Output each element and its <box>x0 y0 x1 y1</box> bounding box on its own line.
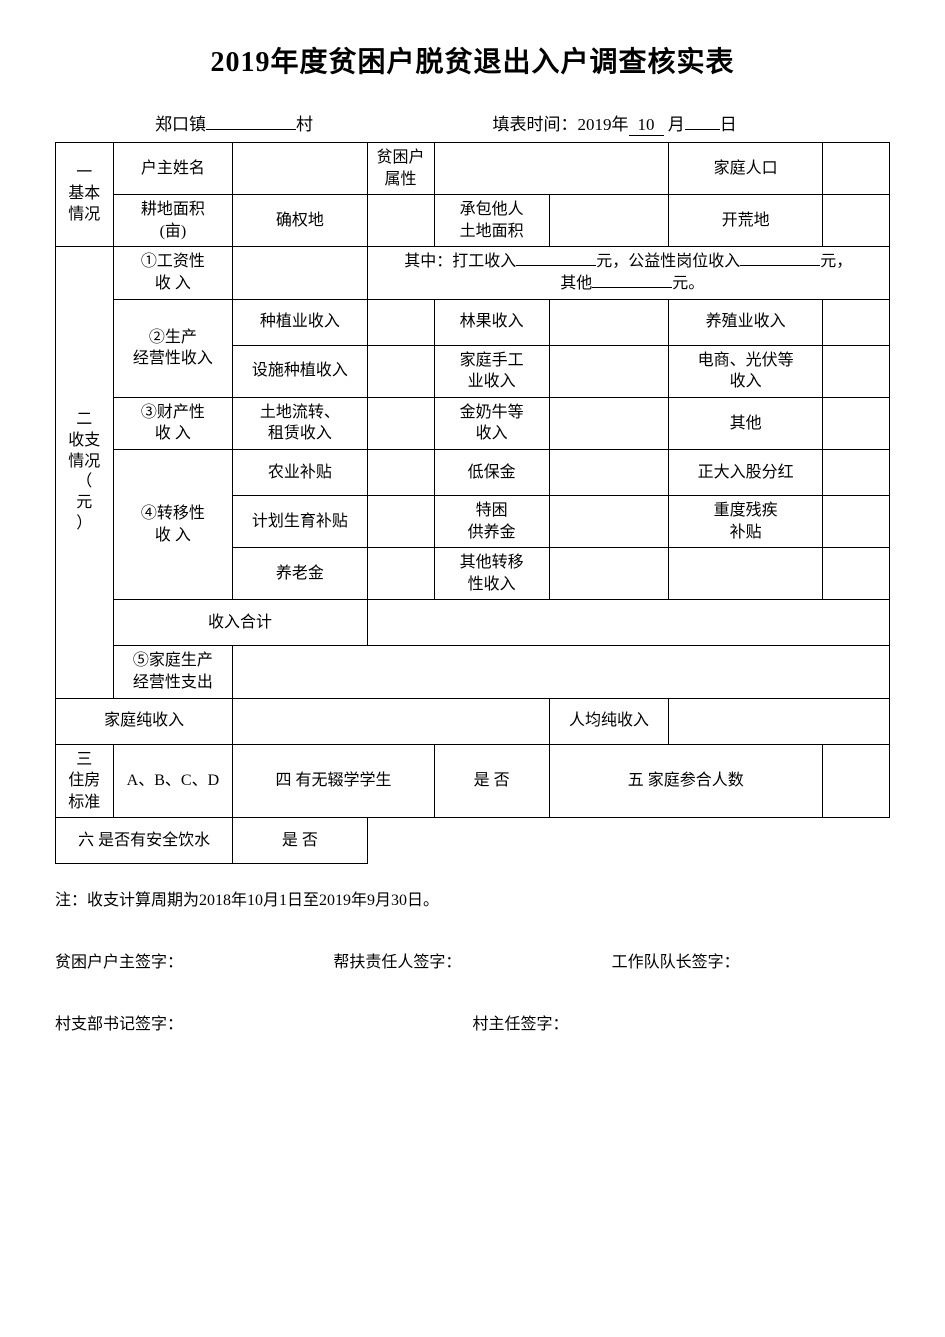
sig-secretary[interactable]: 村支部书记签字： <box>55 1010 333 1034</box>
net-income-label: 家庭纯收入 <box>56 698 233 744</box>
confirmed-land-label: 确权地 <box>233 195 367 247</box>
empty-tail <box>367 818 889 864</box>
prod-income-label: ②生产经营性收入 <box>113 299 233 397</box>
fam-pop-label: 家庭人口 <box>669 143 822 195</box>
transfer-blank-label <box>669 548 822 600</box>
property-income-label: ③财产性收 入 <box>113 397 233 449</box>
agri-subsidy-label: 农业补贴 <box>233 449 367 495</box>
land-rent-value[interactable] <box>367 397 434 449</box>
land-area-label: 耕地面积(亩) <box>113 195 233 247</box>
breeding-value[interactable] <box>822 299 889 345</box>
fruit-value[interactable] <box>549 299 669 345</box>
golden-cow-value[interactable] <box>549 397 669 449</box>
section-1-header: 一基本情况 <box>56 143 114 247</box>
handcraft-value[interactable] <box>549 345 669 397</box>
fill-time-label: 填表时间： <box>493 115 578 134</box>
wage-income-label: ①工资性收 入 <box>113 247 233 299</box>
dividend-value[interactable] <box>822 449 889 495</box>
pension-label: 养老金 <box>233 548 367 600</box>
section-3-header: 三住房标准 <box>56 744 114 818</box>
planting-value[interactable] <box>367 299 434 345</box>
note-text: 注：收支计算周期为2018年10月1日至2019年9月30日。 <box>55 886 890 910</box>
other-transfer-value[interactable] <box>549 548 669 600</box>
wage-income-value[interactable] <box>233 247 367 299</box>
income-total-label: 收入合计 <box>113 600 367 646</box>
prod-expense-label: ⑤家庭生产经营性支出 <box>113 646 233 698</box>
disability-label: 重度残疾补贴 <box>669 495 822 547</box>
family-plan-value[interactable] <box>367 495 434 547</box>
percap-value[interactable] <box>669 698 890 744</box>
transfer-blank-value[interactable] <box>822 548 889 600</box>
family-plan-label: 计划生育补贴 <box>233 495 367 547</box>
sig-helper[interactable]: 帮扶责任人签字： <box>333 948 611 972</box>
wasteland-label: 开荒地 <box>669 195 822 247</box>
disability-value[interactable] <box>822 495 889 547</box>
sig-household[interactable]: 贫困户户主签字： <box>55 948 333 972</box>
fruit-label: 林果收入 <box>434 299 549 345</box>
day-label: 日 <box>720 115 737 134</box>
town-label: 郑口镇 <box>155 115 206 134</box>
dropout-options[interactable]: 是 否 <box>434 744 549 818</box>
section-6-header: 六 是否有安全饮水 <box>56 818 233 864</box>
contracted-label: 承包他人土地面积 <box>434 195 549 247</box>
income-total-value[interactable] <box>367 600 889 646</box>
contracted-value[interactable] <box>549 195 669 247</box>
net-income-value[interactable] <box>233 698 549 744</box>
handcraft-label: 家庭手工业收入 <box>434 345 549 397</box>
section-5-header: 五 家庭参合人数 <box>549 744 822 818</box>
page-title: 2019年度贫困户脱贫退出入户调查核实表 <box>55 40 890 80</box>
dibao-label: 低保金 <box>434 449 549 495</box>
year-label: 2019年 <box>578 115 629 134</box>
head-name-value[interactable] <box>233 143 367 195</box>
survey-table: 一基本情况 户主姓名 贫困户属性 家庭人口 耕地面积(亩) 确权地 承包他人土地… <box>55 142 890 864</box>
agri-subsidy-value[interactable] <box>367 449 434 495</box>
tekun-value[interactable] <box>549 495 669 547</box>
confirmed-land-value[interactable] <box>367 195 434 247</box>
tekun-label: 特困供养金 <box>434 495 549 547</box>
other-transfer-label: 其他转移性收入 <box>434 548 549 600</box>
signature-row-1: 贫困户户主签字： 帮扶责任人签字： 工作队队长签字： <box>55 948 890 972</box>
water-options[interactable]: 是 否 <box>233 818 367 864</box>
prop-other-value[interactable] <box>822 397 889 449</box>
section-2-header: 二收支情况（元） <box>56 247 114 698</box>
facility-value[interactable] <box>367 345 434 397</box>
land-rent-label: 土地流转、租赁收入 <box>233 397 367 449</box>
pension-value[interactable] <box>367 548 434 600</box>
dibao-value[interactable] <box>549 449 669 495</box>
pov-attr-label: 贫困户属性 <box>367 143 434 195</box>
transfer-income-label: ④转移性收 入 <box>113 449 233 599</box>
sig-teamlead[interactable]: 工作队队长签字： <box>612 948 890 972</box>
prop-other-label: 其他 <box>669 397 822 449</box>
dividend-label: 正大入股分红 <box>669 449 822 495</box>
insured-value[interactable] <box>822 744 889 818</box>
section-4-header: 四 有无辍学学生 <box>233 744 434 818</box>
breeding-label: 养殖业收入 <box>669 299 822 345</box>
wasteland-value[interactable] <box>822 195 889 247</box>
header-line: 郑口镇 村 填表时间：2019年10 月 日 <box>55 110 890 136</box>
wage-detail-cell[interactable]: 其中：打工收入元，公益性岗位收入元， 其他元。 <box>367 247 889 299</box>
facility-label: 设施种植收入 <box>233 345 367 397</box>
signature-row-2: 村支部书记签字： 村主任签字： <box>55 1010 890 1034</box>
prod-expense-value[interactable] <box>233 646 890 698</box>
fam-pop-value[interactable] <box>822 143 889 195</box>
village-blank[interactable] <box>206 129 296 130</box>
village-suffix: 村 <box>296 115 313 134</box>
planting-label: 种植业收入 <box>233 299 367 345</box>
percap-label: 人均纯收入 <box>549 698 669 744</box>
ecommerce-value[interactable] <box>822 345 889 397</box>
head-name-label: 户主姓名 <box>113 143 233 195</box>
golden-cow-label: 金奶牛等收入 <box>434 397 549 449</box>
housing-options[interactable]: A、B、C、D <box>113 744 233 818</box>
day-blank[interactable] <box>685 129 720 130</box>
month-value: 10 <box>629 115 664 136</box>
ecommerce-label: 电商、光伏等收入 <box>669 345 822 397</box>
pov-attr-value[interactable] <box>434 143 669 195</box>
sig-village-head[interactable]: 村主任签字： <box>473 1010 751 1034</box>
month-label: 月 <box>668 115 685 134</box>
